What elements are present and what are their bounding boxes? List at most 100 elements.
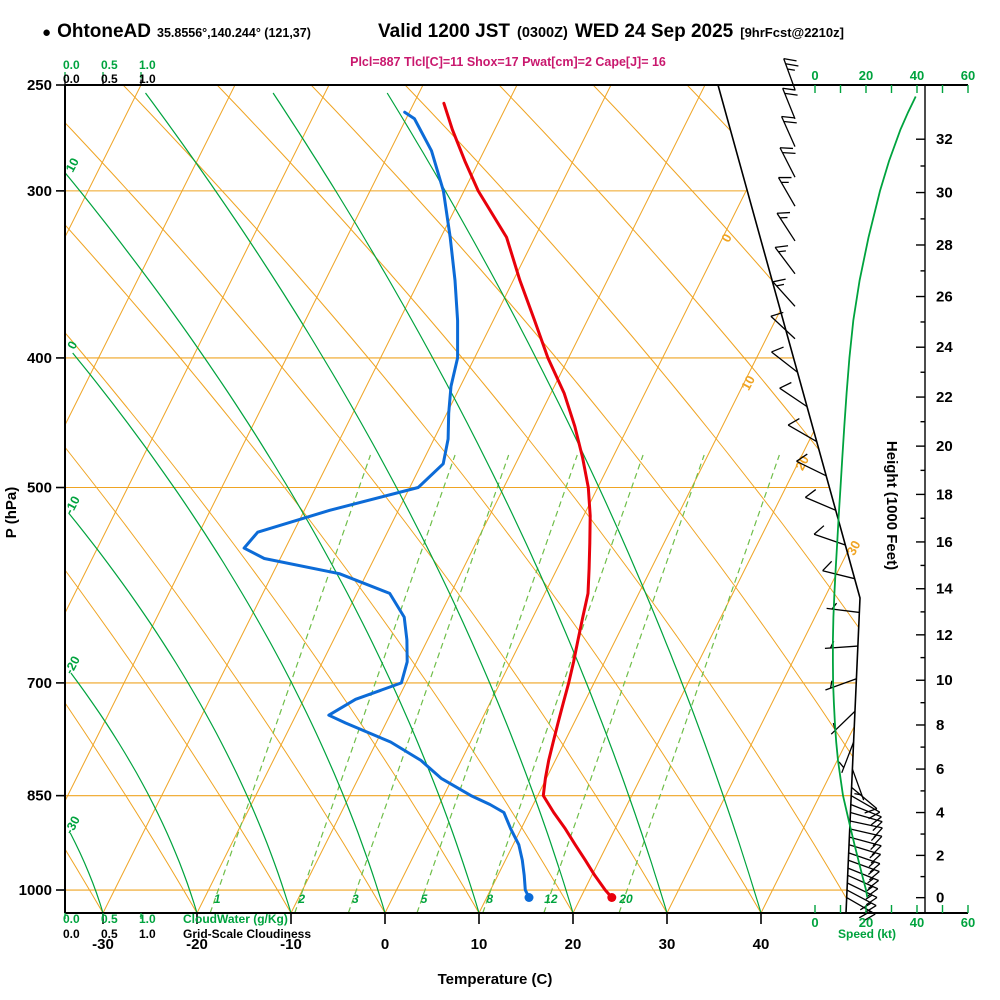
svg-text:10: 10: [738, 373, 758, 393]
svg-text:0: 0: [811, 915, 818, 930]
scale-value: 1.0: [139, 927, 156, 941]
svg-text:20: 20: [618, 892, 633, 906]
height-axis-title: Height (1000 Feet): [883, 440, 901, 571]
cloudwater-scale-top: 0.0 0.5 1.0: [63, 56, 177, 74]
svg-text:40: 40: [910, 915, 924, 930]
cloudiness-label: Grid-Scale Cloudiness: [183, 927, 312, 941]
dewpoint-curve: [242, 110, 531, 899]
svg-text:0: 0: [65, 339, 81, 352]
svg-text:20: 20: [859, 68, 873, 83]
svg-text:60: 60: [961, 68, 975, 83]
svg-text:0: 0: [936, 890, 944, 907]
scale-value: 1.0: [139, 72, 156, 86]
svg-text:30: 30: [844, 538, 864, 558]
cloudwater-scale-bottom: 0.0 0.5 1.0 CloudWater (g/Kg): [63, 910, 288, 928]
svg-text:300: 300: [27, 183, 52, 200]
plot-border: [64, 84, 968, 914]
scale-value: 1.0: [139, 58, 156, 72]
svg-text:10: 10: [471, 936, 488, 953]
svg-text:250: 250: [27, 77, 52, 94]
scale-value: 0.0: [63, 912, 80, 926]
svg-text:24: 24: [936, 339, 953, 356]
svg-text:30: 30: [659, 936, 676, 953]
station-bullet-icon: ●: [42, 24, 52, 41]
svg-text:40: 40: [910, 68, 924, 83]
svg-text:10: 10: [936, 672, 953, 689]
temperature-axis-title: Temperature (C): [437, 971, 553, 988]
svg-text:16: 16: [936, 534, 953, 551]
pressure-axis-title: P (hPa): [3, 486, 21, 539]
stability-indices: Plcl=887 Tlcl[C]=11 Shox=17 Pwat[cm]=2 C…: [350, 55, 666, 69]
svg-text:12: 12: [544, 892, 558, 906]
wind-barbs: [770, 57, 883, 922]
svg-text:20: 20: [565, 936, 582, 953]
grid-moist-adiabats: [65, 92, 762, 913]
cloudwater-label: CloudWater (g/Kg): [183, 912, 288, 926]
svg-text:0: 0: [381, 936, 389, 953]
svg-text:2: 2: [936, 847, 944, 864]
svg-text:8: 8: [936, 717, 944, 734]
svg-text:8: 8: [486, 892, 493, 906]
svg-text:3: 3: [352, 892, 359, 906]
cloudiness-scale-top: 0.0 0.5 1.0: [63, 70, 177, 88]
svg-text:500: 500: [27, 480, 52, 497]
svg-text:20: 20: [792, 453, 812, 473]
valid-date: WED 24 Sep 2025: [574, 21, 734, 42]
svg-text:20: 20: [859, 915, 873, 930]
cloudiness-scale-bottom: 0.0 0.5 1.0 Grid-Scale Cloudiness: [63, 925, 311, 943]
svg-text:1000: 1000: [19, 882, 52, 899]
svg-text:4: 4: [936, 805, 945, 822]
scale-value: 1.0: [139, 912, 156, 926]
svg-text:850: 850: [27, 788, 52, 805]
valid-zulu: (0300Z): [517, 25, 568, 41]
scale-value: 0.5: [101, 72, 118, 86]
skewt-grid: [65, 85, 860, 913]
svg-text:-30: -30: [92, 936, 114, 953]
svg-text:26: 26: [936, 289, 953, 306]
svg-text:10: 10: [63, 156, 82, 175]
svg-text:20: 20: [936, 438, 953, 455]
svg-text:32: 32: [936, 131, 953, 148]
svg-text:5: 5: [421, 892, 428, 906]
svg-text:2: 2: [297, 892, 305, 906]
grid-mixing-ratio-lines: [209, 454, 780, 913]
station-header: ● OhtoneAD 35.8556°,140.244° (121,37): [42, 21, 311, 43]
scale-value: 0.0: [63, 58, 80, 72]
scale-value: 0.5: [101, 58, 118, 72]
grid-pressure-lines: [65, 190, 860, 891]
grid-isotherms: [65, 85, 860, 913]
svg-text:28: 28: [936, 237, 953, 254]
svg-text:700: 700: [27, 675, 52, 692]
svg-text:40: 40: [753, 936, 770, 953]
svg-text:12: 12: [936, 627, 953, 644]
svg-text:-10: -10: [280, 936, 302, 953]
scale-value: 0.5: [101, 927, 118, 941]
surface-temperature-dot: [607, 893, 617, 902]
svg-text:400: 400: [27, 350, 52, 367]
scale-value: 0.0: [63, 72, 80, 86]
forecast-note: [9hrFcst@2210z]: [740, 25, 844, 40]
svg-text:-20: -20: [186, 936, 208, 953]
valid-label: Valid 1200 JST: [378, 21, 511, 42]
scale-value: 0.0: [63, 927, 80, 941]
svg-text:30: 30: [936, 185, 953, 202]
svg-text:14: 14: [936, 581, 953, 598]
valid-time-header: Valid 1200 JST (0300Z) WED 24 Sep 2025 […: [378, 21, 844, 43]
svg-text:60: 60: [961, 915, 975, 930]
surface-dewpoint-dot: [524, 893, 534, 902]
svg-text:18: 18: [936, 486, 953, 503]
svg-text:22: 22: [936, 389, 953, 406]
svg-text:0: 0: [811, 68, 818, 83]
grid-dry-adiabats: [65, 85, 860, 913]
scale-value: 0.5: [101, 912, 118, 926]
speed-axis-title: Speed (kt): [838, 927, 897, 941]
station-name: OhtoneAD: [57, 21, 151, 42]
temperature-curve: [442, 101, 614, 899]
station-coords: 35.8556°,140.244° (121,37): [157, 26, 311, 40]
svg-text:6: 6: [936, 761, 944, 778]
svg-text:1: 1: [214, 892, 221, 906]
